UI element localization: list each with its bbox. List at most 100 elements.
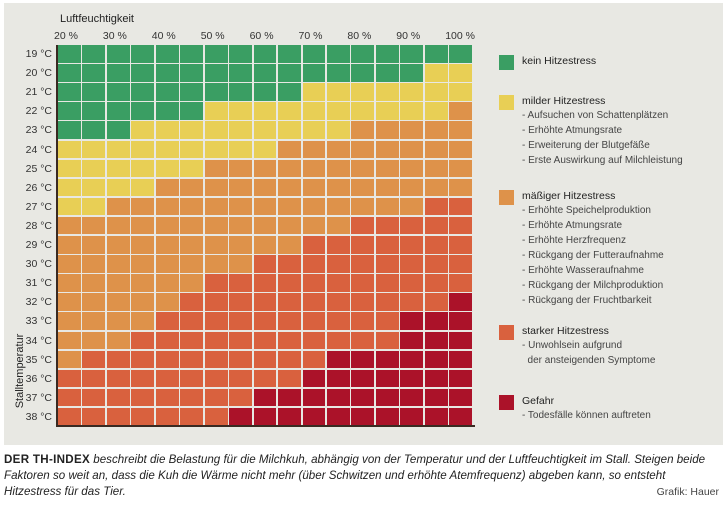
- heatmap-cell: [253, 331, 277, 349]
- heatmap-cell: [106, 197, 130, 216]
- heatmap-cell: [302, 83, 326, 101]
- heatmap-cell: [229, 159, 252, 178]
- heatmap-cell: [400, 255, 424, 273]
- heatmap-cell: [326, 64, 350, 82]
- heatmap-cell: [449, 45, 473, 63]
- heatmap-cell: [278, 45, 301, 63]
- heatmap-cell: [449, 350, 473, 369]
- heatmap-cell: [351, 274, 375, 292]
- heatmap-cell: [82, 102, 106, 120]
- heatmap-cell: [155, 140, 179, 158]
- heatmap-cell: [400, 178, 424, 197]
- heatmap-cell: [131, 64, 155, 82]
- heatmap-cell: [326, 45, 350, 63]
- heatmap-cell: [204, 197, 228, 216]
- heatmap-cell: [131, 159, 155, 178]
- heatmap-cell: [180, 350, 204, 369]
- heatmap-cell: [131, 140, 155, 158]
- heatmap-cell: [449, 216, 473, 235]
- heatmap-cell: [400, 121, 424, 139]
- heatmap-cell: [375, 274, 399, 292]
- y-tick-label: 28 °C: [25, 219, 52, 232]
- heatmap-cell: [302, 274, 326, 292]
- heatmap-cell: [302, 293, 326, 311]
- heatmap-cell: [204, 312, 228, 330]
- heatmap-cell: [400, 312, 424, 330]
- heatmap-cell: [229, 274, 252, 292]
- heatmap-cell: [155, 45, 179, 63]
- heatmap-cell: [229, 102, 252, 120]
- y-tick-label: 22 °C: [25, 105, 52, 118]
- heatmap-cell: [204, 178, 228, 197]
- y-tick-label: 36 °C: [25, 372, 52, 385]
- heatmap-cell: [82, 255, 106, 273]
- x-tick-label: 40 %: [151, 30, 176, 42]
- heatmap-cell: [449, 178, 473, 197]
- heatmap-cell: [58, 216, 81, 235]
- heatmap-cell: [449, 407, 473, 426]
- heatmap-cell: [375, 331, 399, 349]
- heatmap-cell: [424, 178, 448, 197]
- heatmap-cell: [424, 274, 448, 292]
- heatmap-cell: [204, 274, 228, 292]
- heatmap-cell: [229, 293, 252, 311]
- heatmap-cell: [326, 216, 350, 235]
- heatmap-cell: [424, 350, 448, 369]
- heatmap-cell: [449, 140, 473, 158]
- heatmap-cell: [106, 255, 130, 273]
- heatmap-cell: [302, 45, 326, 63]
- heatmap-cell: [400, 45, 424, 63]
- y-tick-label: 31 °C: [25, 277, 52, 290]
- heatmap-cell: [204, 255, 228, 273]
- heatmap-cell: [253, 274, 277, 292]
- heatmap-cell: [131, 369, 155, 388]
- heatmap-cell: [375, 407, 399, 426]
- heatmap-cell: [302, 350, 326, 369]
- heatmap-cell: [375, 216, 399, 235]
- heatmap-cell: [180, 197, 204, 216]
- heatmap-cell: [229, 350, 252, 369]
- heatmap-cell: [302, 121, 326, 139]
- heatmap-cell: [326, 255, 350, 273]
- heatmap-cell: [351, 45, 375, 63]
- legend-item: - Erhöhte Atmungsrate: [522, 125, 623, 136]
- heatmap-cell: [326, 407, 350, 426]
- heatmap-cell: [204, 140, 228, 158]
- heatmap-cell: [82, 312, 106, 330]
- heatmap-cell: [351, 216, 375, 235]
- heatmap-cell: [180, 255, 204, 273]
- heatmap-cell: [375, 255, 399, 273]
- heatmap-cell: [131, 407, 155, 426]
- heatmap-cell: [180, 45, 204, 63]
- heatmap-cell: [400, 369, 424, 388]
- heatmap-cell: [400, 216, 424, 235]
- heatmap-cell: [351, 312, 375, 330]
- heatmap-cell: [400, 331, 424, 349]
- heatmap-cell: [400, 64, 424, 82]
- heatmap-cell: [155, 236, 179, 254]
- heatmap-cell: [58, 255, 81, 273]
- heatmap-cell: [204, 159, 228, 178]
- y-tick-label: 25 °C: [25, 162, 52, 175]
- legend-item: - Erhöhte Wasseraufnahme: [522, 265, 644, 276]
- heatmap-cell: [326, 350, 350, 369]
- heatmap-cell: [253, 369, 277, 388]
- heatmap-cell: [229, 45, 252, 63]
- legend-swatch: [499, 95, 514, 110]
- heatmap-cell: [326, 121, 350, 139]
- heatmap-cell: [278, 216, 301, 235]
- heatmap-cell: [351, 178, 375, 197]
- legend-label: starker Hitzestress: [522, 325, 609, 337]
- heatmap-cell: [106, 293, 130, 311]
- heatmap-cell: [424, 140, 448, 158]
- heatmap-cell: [424, 388, 448, 407]
- heatmap-cell: [58, 274, 81, 292]
- heatmap-cell: [375, 388, 399, 407]
- heatmap-cell: [131, 121, 155, 139]
- heatmap-cell: [155, 216, 179, 235]
- heatmap-cell: [58, 45, 81, 63]
- y-tick-label: 32 °C: [25, 296, 52, 309]
- heatmap-cell: [278, 274, 301, 292]
- heatmap-cell: [58, 64, 81, 82]
- heatmap-cell: [58, 350, 81, 369]
